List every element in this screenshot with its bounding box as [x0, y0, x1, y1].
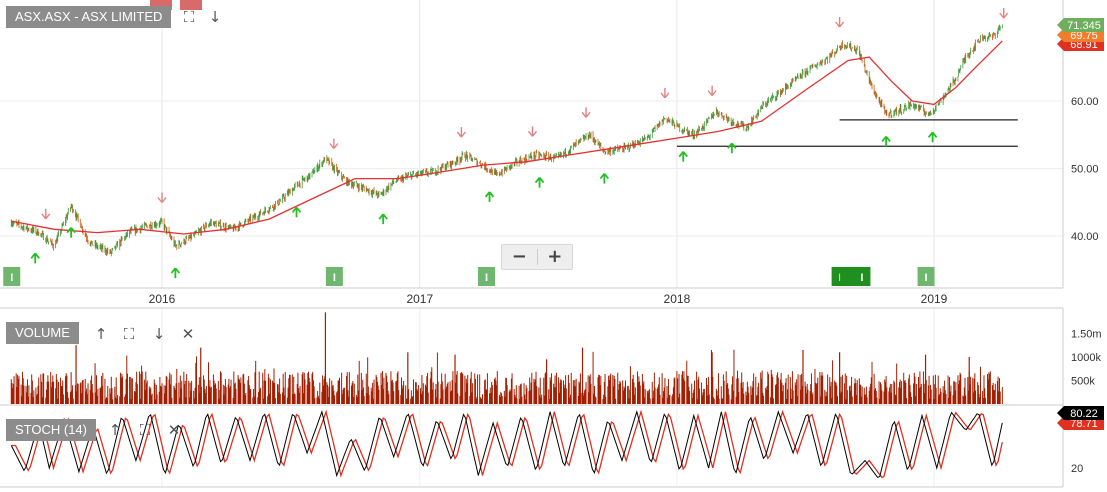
expand-icon[interactable]: ⛶ [123, 325, 135, 343]
moving-average-line [11, 40, 1003, 235]
close-icon[interactable]: ✕ [167, 421, 181, 439]
buy-signal-icon [927, 131, 938, 143]
red-tab [180, 0, 202, 10]
sell-signal-icon [581, 107, 591, 118]
y-tick-label: 40.00 [1071, 231, 1099, 243]
buy-signal-icon [378, 213, 388, 225]
event-marker [325, 267, 343, 286]
prev-close-label: 69.75 [1070, 30, 1098, 42]
x-tick-label: 2018 [664, 292, 691, 306]
buy-signal-icon [534, 177, 545, 188]
zoom-in-icon[interactable]: + [547, 246, 563, 267]
expand-icon[interactable]: ⛶ [139, 421, 151, 439]
buy-signal-icon [30, 252, 40, 264]
event-marker [478, 267, 496, 286]
sell-signal-icon [707, 85, 717, 97]
sell-signal-icon [660, 87, 670, 99]
zoom-out-icon[interactable]: − [511, 246, 527, 267]
close-icon[interactable]: ✕ [181, 325, 195, 343]
support-lines [676, 119, 1018, 147]
buy-signal-icon [881, 135, 891, 147]
main-panel-title[interactable]: ASX.ASX - ASX LIMITED [6, 6, 172, 28]
signal-arrows [30, 8, 1009, 279]
event-marker-label: I [860, 272, 863, 284]
moving-average-line [11, 40, 1003, 235]
event-marker-label: I [10, 272, 13, 284]
x-tick-label: 2019 [921, 292, 948, 306]
stoch-tick-label: 20 [1071, 463, 1083, 475]
buy-signal-icon [291, 206, 302, 218]
stochastic-lines [10, 409, 1003, 479]
last-price-label-tag [1057, 18, 1104, 32]
volume-panel-title[interactable]: VOLUME [6, 322, 79, 344]
event-marker [3, 267, 21, 286]
arrow-up-icon[interactable]: ↑ [108, 421, 122, 439]
last-price-label: 71.345 [1067, 20, 1101, 32]
arrow-up-icon[interactable]: ↑ [94, 325, 108, 343]
volume-tick-label: 1.50m [1071, 329, 1102, 341]
x-tick-label: 2016 [149, 292, 176, 306]
volume-tick-label: 500k [1071, 376, 1095, 388]
buy-signal-icon [484, 191, 495, 202]
stoch-d-line [11, 409, 1003, 479]
x-tick-label: 2017 [406, 292, 433, 306]
buy-signal-icon [599, 173, 610, 184]
sell-signal-icon [527, 126, 538, 137]
buy-signal-icon [66, 227, 76, 238]
volume-tick-label: 1000k [1071, 352, 1101, 364]
stoch-panel-title[interactable]: STOCH (14) [6, 419, 96, 441]
stoch-k-value-label: 80.22 [1070, 408, 1098, 420]
buy-signal-icon [727, 142, 737, 154]
red-tab [150, 0, 172, 10]
event-marker [853, 267, 871, 286]
event-marker-label: I [485, 272, 488, 284]
event-markers: IIIIIIII [3, 267, 935, 286]
y-tick-label: 60.00 [1071, 96, 1099, 108]
event-marker [917, 267, 935, 286]
stoch-k-line [10, 410, 1003, 479]
stoch-d-value-label: 78.71 [1070, 418, 1098, 430]
y-tick-label: 50.00 [1071, 164, 1099, 176]
volume-bars [10, 312, 1003, 404]
event-marker-label: I [333, 272, 336, 284]
stoch-k-value-label-tag [1057, 406, 1104, 420]
buy-signal-icon [678, 151, 688, 162]
expand-icon[interactable]: ⛶ [183, 8, 195, 26]
zoom-separator [536, 249, 538, 265]
event-marker-label: I [925, 272, 928, 284]
axis-labels: 2016 2017 2018 2019 40.00 50.00 60.00 500k 1000k… [149, 96, 1102, 475]
arrow-down-icon[interactable]: ↓ [152, 325, 166, 343]
sell-signal-icon [329, 138, 339, 149]
arrow-down-icon[interactable]: ↓ [208, 8, 222, 26]
sell-signal-icon [835, 17, 845, 28]
price-candles [10, 24, 1003, 257]
sell-signal-icon [999, 8, 1009, 19]
buy-signal-icon [170, 267, 181, 279]
sell-signal-icon [41, 208, 51, 220]
zoom-control: − + [501, 244, 573, 270]
sell-signal-icon [456, 127, 466, 138]
sell-signal-icon [157, 192, 167, 203]
